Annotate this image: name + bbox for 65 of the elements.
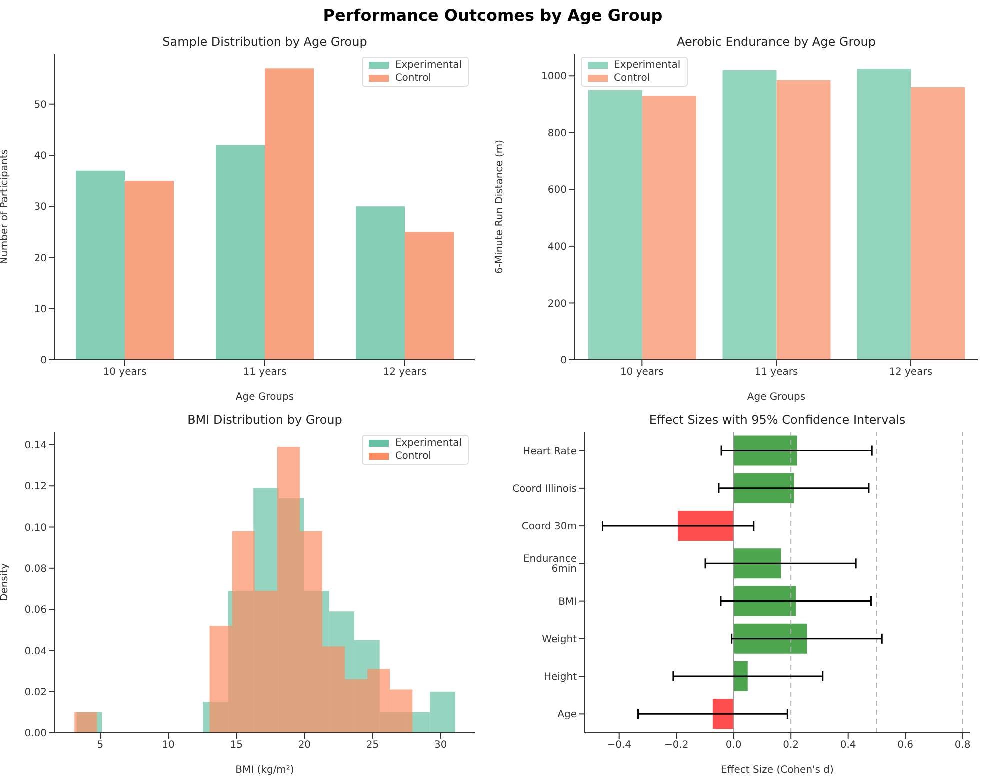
chart-title: Effect Sizes with 95% Confidence Intervals — [648, 412, 907, 429]
y-tick-label: 10 — [34, 304, 47, 316]
x-axis-title: Effect Size (Cohen's d) — [721, 765, 834, 776]
y-tick-label: 400 — [548, 242, 567, 254]
y-axis-title: Density — [0, 563, 11, 602]
y-tick-label: 0.04 — [24, 646, 47, 658]
x-tick-label: 0.8 — [954, 740, 971, 752]
x-axis-title: BMI (kg/m²) — [236, 765, 294, 776]
x-tick-label: 10 — [162, 740, 175, 752]
y-tick-label: 1000 — [542, 72, 567, 83]
y-tick-label: 40 — [34, 151, 47, 162]
y-tick-label: Coord 30m — [522, 522, 577, 533]
y-tick-label: Age — [558, 710, 577, 721]
x-tick-label: 11 years — [243, 367, 287, 378]
y-tick-label: 800 — [548, 128, 567, 140]
y-tick-label: Weight — [542, 634, 578, 646]
x-tick-label: 25 — [366, 740, 380, 752]
x-tick-label: 12 years — [889, 367, 933, 378]
x-tick-label: −0.2 — [664, 740, 689, 752]
y-tick-label: 0.00 — [24, 728, 47, 740]
legend-label: Control — [614, 72, 650, 85]
y-tick-label: 0 — [40, 356, 47, 367]
y-tick-label: 0.08 — [24, 564, 47, 575]
x-tick-label: 0.6 — [898, 740, 914, 752]
chart-title: Aerobic Endurance by Age Group — [676, 34, 877, 51]
y-tick-label: 0.10 — [24, 522, 47, 534]
legend-label: Experimental — [395, 59, 462, 72]
y-tick-label: 600 — [548, 185, 567, 196]
x-tick-label: 11 years — [754, 367, 798, 378]
y-tick-label: 0.02 — [24, 687, 47, 698]
y-tick-label: 200 — [548, 298, 567, 310]
x-tick-label: 0.2 — [783, 740, 800, 752]
x-tick-label: 20 — [298, 740, 312, 752]
chart-title: Performance Outcomes by Age Group — [322, 6, 664, 25]
chart-subtitle: Sample Distribution by Age Group — [162, 34, 368, 51]
legend-label: Control — [395, 450, 432, 463]
x-tick-label: 15 — [230, 740, 243, 752]
y-tick-label: Endurance 6min — [523, 554, 577, 576]
y-tick-label: 0 — [560, 356, 567, 367]
y-tick-label: 0.06 — [24, 605, 47, 616]
x-tick-label: 12 years — [383, 367, 427, 378]
y-tick-label: Heart Rate — [523, 446, 577, 458]
x-tick-label: 10 years — [103, 367, 147, 378]
y-tick-label: 0.14 — [24, 440, 47, 452]
y-tick-label: BMI — [558, 596, 577, 608]
y-axis-title: Number of Participants — [0, 150, 11, 264]
y-tick-label: Height — [544, 672, 578, 684]
y-tick-label: 20 — [34, 253, 47, 264]
y-tick-label: 30 — [34, 202, 47, 214]
x-axis-title: Age Groups — [236, 392, 294, 403]
x-axis-title: Age Groups — [747, 392, 806, 403]
x-tick-label: 0.4 — [840, 740, 856, 752]
x-tick-label: 10 years — [620, 367, 664, 378]
y-tick-label: 0.12 — [24, 482, 47, 493]
x-tick-label: 5 — [97, 740, 104, 752]
y-axis-title: 6-Minute Run Distance (m) — [494, 140, 506, 274]
legend-label: Experimental — [395, 437, 462, 450]
y-tick-label: 50 — [34, 100, 47, 111]
chart-title: BMI Distribution by Group — [186, 412, 344, 429]
y-tick-label: Coord Illinois — [512, 484, 577, 495]
legend-label: Experimental — [614, 59, 681, 72]
x-tick-label: 30 — [434, 740, 448, 752]
legend-label: Control — [395, 72, 432, 85]
x-tick-label: 0.0 — [726, 740, 742, 752]
x-tick-label: −0.4 — [607, 740, 632, 752]
